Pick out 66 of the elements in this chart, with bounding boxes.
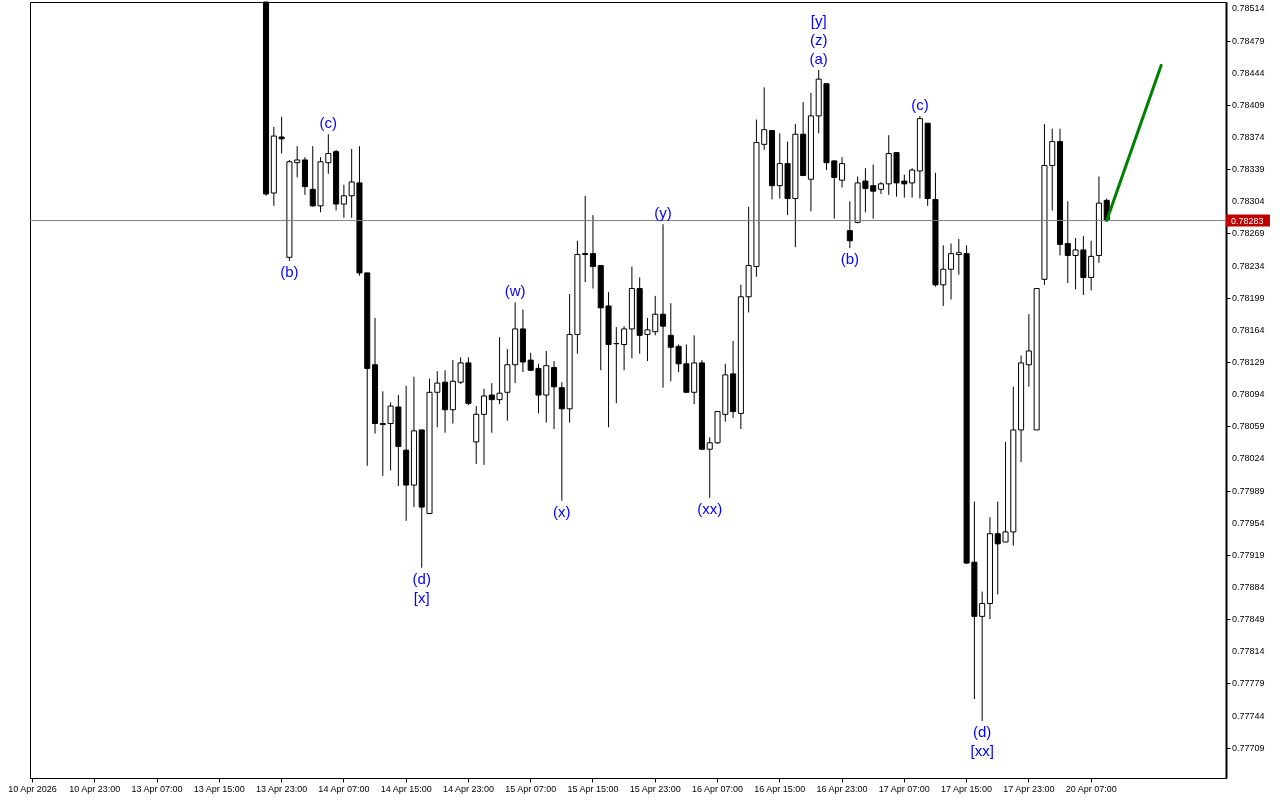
y-tick-label: 0.78444	[1232, 67, 1265, 78]
x-tick-label: 17 Apr 07:00	[878, 783, 930, 794]
annotation: [x]	[413, 588, 430, 606]
annotation: (y)	[654, 204, 672, 222]
candlestick	[621, 325, 628, 371]
candlestick	[589, 214, 596, 290]
annotation: [xx]	[970, 742, 994, 760]
x-tick-label: 17 Apr 23:00	[1003, 783, 1055, 794]
y-tick-label: 0.78164	[1232, 324, 1265, 335]
y-tick-label: 0.77919	[1232, 549, 1265, 560]
candlestick	[846, 200, 853, 249]
y-tick-label: 0.78339	[1232, 164, 1265, 175]
y-tick-label: 0.78094	[1232, 389, 1265, 400]
annotation: (a)	[809, 49, 828, 67]
y-tick-label: 0.77954	[1232, 517, 1265, 528]
annotation: (c)	[911, 95, 929, 113]
x-tick-label: 14 Apr 07:00	[318, 783, 370, 794]
annotation: (c)	[319, 114, 338, 132]
annotation: (x)	[553, 502, 571, 520]
x-tick-label: 10 Apr 2026	[8, 783, 57, 794]
y-tick-label: 0.78374	[1232, 132, 1265, 142]
y-tick-label: 0.78199	[1232, 292, 1265, 303]
y-tick-label: 0.77989	[1232, 485, 1265, 496]
x-tick-label: 17 Apr 15:00	[941, 783, 993, 794]
y-tick-label: 0.77709	[1232, 742, 1265, 753]
y-tick-label: 0.78304	[1232, 196, 1265, 207]
y-tick-label: 0.77779	[1232, 678, 1265, 689]
x-tick-label: 15 Apr 15:00	[567, 783, 619, 794]
y-tick-label: 0.78024	[1232, 453, 1265, 464]
candlestick	[948, 243, 955, 301]
candlestick	[660, 223, 667, 389]
x-tick-label: 10 Apr 23:00	[69, 783, 121, 794]
x-tick-label: 16 Apr 07:00	[691, 783, 744, 794]
x-tick-label: 16 Apr 15:00	[754, 783, 806, 794]
annotation: (xx)	[697, 499, 723, 517]
y-tick-label: 0.77884	[1232, 581, 1265, 592]
y-tick-label: 0.78269	[1232, 228, 1265, 239]
x-tick-label: 13 Apr 07:00	[131, 783, 183, 794]
y-tick-label: 0.77814	[1232, 646, 1265, 657]
x-tick-label: 20 Apr 07:00	[1065, 783, 1117, 794]
annotation: (d)	[412, 569, 431, 587]
y-tick-label: 0.77849	[1232, 614, 1265, 625]
x-tick-label: 14 Apr 15:00	[380, 783, 432, 794]
candlestick	[839, 156, 846, 189]
x-tick-label: 15 Apr 23:00	[629, 783, 681, 794]
y-tick-label: 0.77744	[1232, 710, 1265, 721]
y-tick-label: 0.78409	[1232, 99, 1265, 110]
annotation: [y]	[810, 11, 827, 29]
annotation: (z)	[809, 30, 828, 48]
annotation: (w)	[504, 282, 526, 300]
x-tick-label: 16 Apr 23:00	[816, 783, 868, 794]
x-tick-label: 14 Apr 23:00	[442, 783, 494, 794]
annotation: (b)	[280, 262, 299, 280]
y-tick-label: 0.78234	[1232, 260, 1265, 271]
y-tick-label: 0.78129	[1232, 356, 1265, 367]
x-tick-label: 15 Apr 07:00	[505, 783, 557, 794]
ref-line-label: 0.78283	[1231, 215, 1264, 226]
y-tick-label: 0.78479	[1232, 35, 1265, 46]
candlestick	[480, 388, 488, 466]
y-tick-label: 0.78514	[1232, 3, 1265, 14]
annotation: (d)	[973, 723, 992, 741]
annotation: (b)	[840, 250, 860, 268]
candlestick	[551, 360, 558, 430]
y-tick-label: 0.78059	[1232, 421, 1265, 432]
x-tick-label: 13 Apr 15:00	[193, 783, 245, 794]
x-tick-label: 13 Apr 23:00	[256, 783, 308, 794]
